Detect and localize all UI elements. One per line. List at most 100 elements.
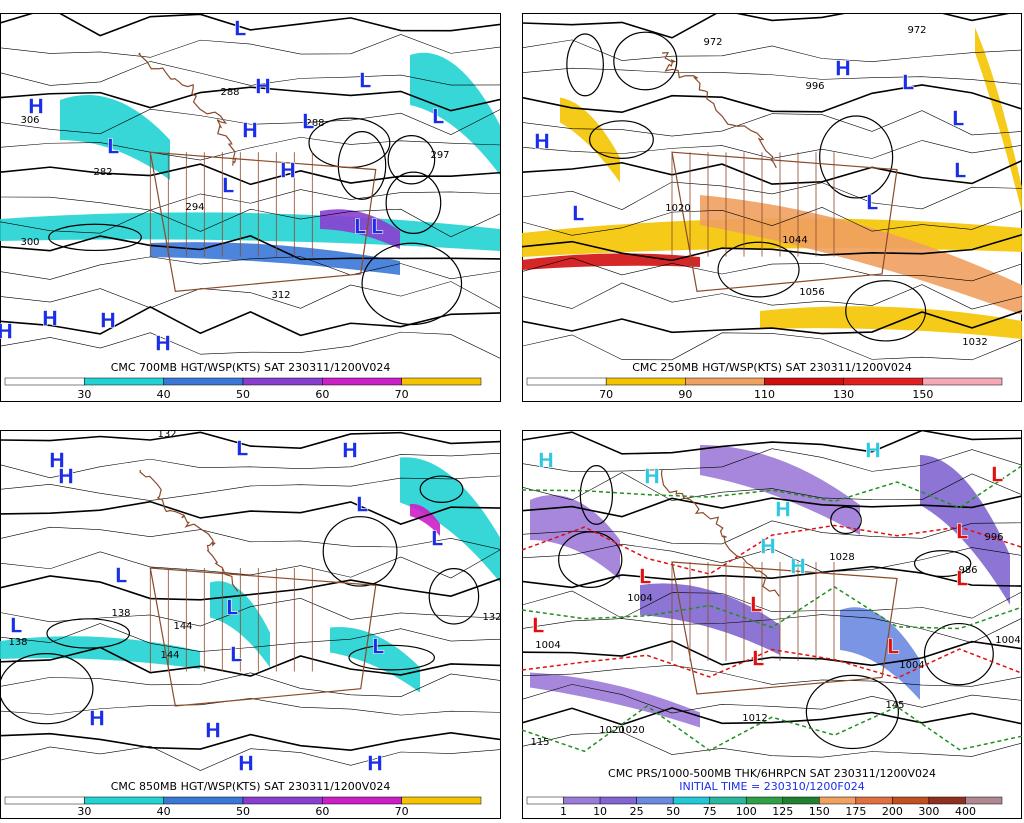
pressure-center: H	[534, 130, 551, 154]
map-area	[0, 13, 501, 359]
contour	[522, 684, 1022, 714]
contour-label: 132	[482, 612, 501, 623]
contour	[0, 672, 501, 697]
pressure-center: H	[42, 307, 59, 331]
contour-label: 1020	[599, 725, 624, 736]
colorbar-label: 70	[395, 388, 409, 401]
colorbar-swatch	[892, 796, 930, 805]
contour	[522, 495, 1022, 518]
colorbar-swatch	[745, 796, 784, 805]
pressure-center: L	[952, 107, 965, 131]
panel-subtitle: INITIAL TIME = 230310/1200F024	[679, 780, 864, 793]
contour-ring	[419, 475, 464, 504]
pressure-center: H	[155, 332, 172, 356]
contour-label: 300	[20, 237, 39, 248]
pressure-center: H	[538, 449, 555, 473]
pressure-center: L	[236, 437, 249, 461]
colorbar-swatch	[322, 377, 402, 386]
contour	[522, 520, 1022, 545]
contour-ring	[845, 280, 927, 342]
contour	[522, 430, 1022, 455]
contour	[0, 86, 501, 112]
colorbar-label: 130	[833, 388, 854, 401]
colorbar-label: 175	[845, 805, 866, 818]
contour	[0, 163, 501, 186]
colorbar-swatch	[242, 796, 323, 805]
contour-ring	[0, 653, 94, 725]
pressure-center: L	[431, 527, 444, 551]
contour	[0, 234, 501, 261]
pressure-center: L	[222, 174, 235, 198]
colorbar-label: 300	[918, 805, 939, 818]
coastline	[149, 567, 377, 707]
contour-label: 297	[430, 150, 449, 161]
colorbar-swatch	[685, 377, 765, 386]
pressure-center: L	[230, 643, 243, 667]
coastline	[139, 469, 239, 592]
contour-label: 282	[93, 167, 112, 178]
contour-label: 1004	[535, 640, 560, 651]
pressure-center: L	[639, 565, 652, 589]
contour	[522, 13, 1015, 39]
colorbar-label: 200	[882, 805, 903, 818]
colorbar-label: 60	[315, 388, 329, 401]
contour-label: 1028	[829, 552, 854, 563]
contour	[522, 707, 1022, 726]
contour-label: 1056	[799, 287, 824, 298]
contour-label: 972	[703, 37, 722, 48]
thickness-line	[522, 585, 1022, 630]
colorbar-label: 50	[236, 388, 250, 401]
contour	[522, 664, 1022, 687]
contour	[0, 34, 501, 58]
contour	[0, 549, 501, 579]
pressure-center: L	[902, 71, 915, 95]
contour	[522, 614, 1022, 644]
panel-title: CMC PRS/1000-500MB THK/6HRPCN SAT 230311…	[608, 767, 936, 780]
pressure-center: L	[372, 635, 385, 659]
coastline	[671, 561, 898, 695]
colorbar-label: 40	[157, 388, 171, 401]
contour	[0, 256, 501, 280]
contour	[0, 623, 501, 652]
colorbar-swatch	[922, 377, 1003, 386]
contour-label: 294	[185, 202, 204, 213]
shaded-band	[760, 306, 1022, 339]
contour-label: 1004	[995, 635, 1020, 646]
colorbar-swatch	[599, 796, 637, 805]
contour-label: 138	[8, 637, 27, 648]
shaded-band	[320, 209, 400, 249]
colorbar-label: 70	[395, 805, 409, 818]
contour-label: 1032	[962, 337, 987, 348]
pressure-center: H	[49, 449, 66, 473]
contour-label: 288	[305, 118, 324, 129]
contour	[0, 189, 501, 211]
colorbar-label: 60	[315, 805, 329, 818]
contour-label: 1044	[782, 235, 807, 246]
colorbar-label: 400	[955, 805, 976, 818]
shaded-band	[640, 583, 780, 655]
pressure-center: H	[865, 439, 882, 463]
colorbar-swatch	[401, 377, 482, 386]
contour	[522, 159, 1022, 185]
contour-label: 306	[20, 115, 39, 126]
contour	[0, 208, 501, 238]
colorbar-swatch	[764, 377, 844, 386]
pressure-center: H	[644, 465, 661, 489]
colorbar-swatch	[322, 796, 402, 805]
pressure-center: H	[835, 57, 852, 81]
contour	[0, 61, 501, 86]
contour	[0, 646, 501, 677]
shaded-band	[410, 503, 440, 536]
contour-ring	[613, 31, 678, 91]
contour	[0, 732, 501, 751]
contour	[522, 207, 1022, 236]
contour	[522, 332, 1022, 361]
panel-title: CMC 250MB HGT/WSP(KTS) SAT 230311/1200V0…	[632, 361, 912, 374]
pressure-center: H	[760, 535, 777, 559]
colorbar-swatch	[242, 377, 323, 386]
contour-ring	[387, 134, 436, 185]
colorbar-label: 100	[736, 805, 757, 818]
contour-ring	[361, 242, 463, 326]
shaded-band	[920, 455, 1010, 605]
